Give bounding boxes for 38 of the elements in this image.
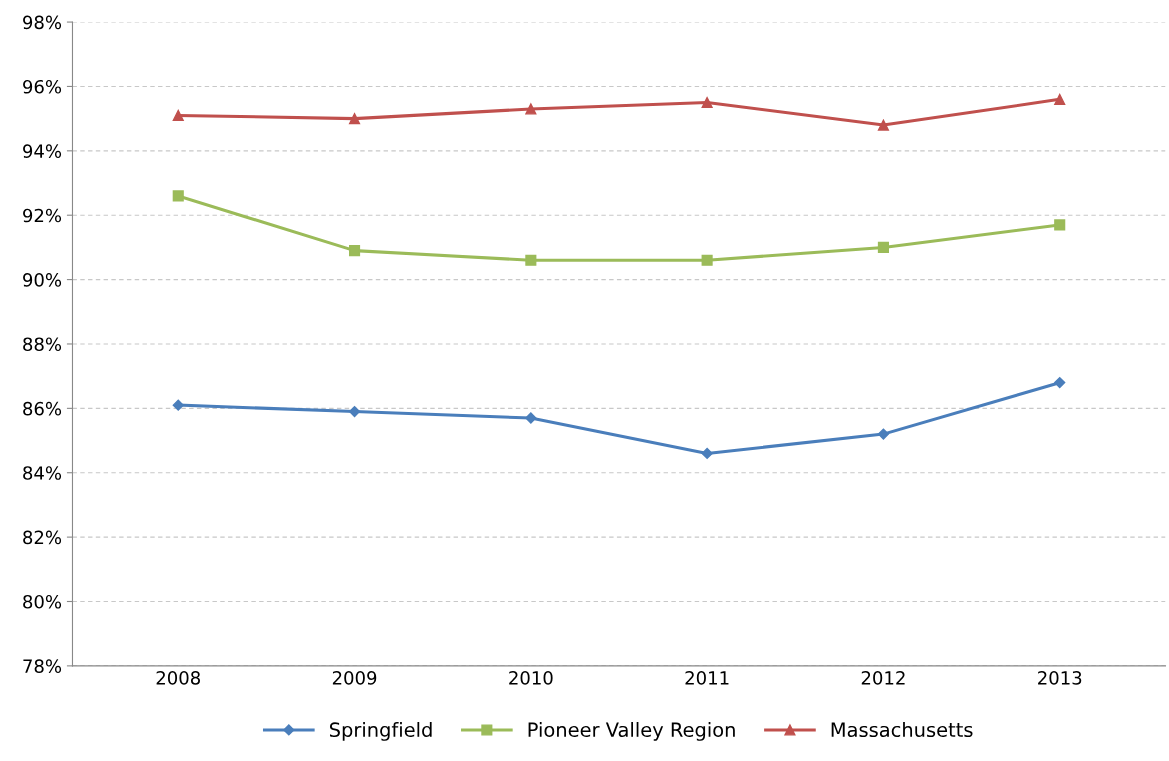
- point: [348, 245, 361, 257]
- x-tick-label: 2009: [332, 671, 377, 685]
- point: [525, 254, 537, 266]
- y-tick-label: 78%: [23, 659, 62, 673]
- legend-label: Pioneer Valley Region: [528, 722, 735, 741]
- y-tick-label: 82%: [23, 530, 62, 545]
- point: [877, 119, 889, 131]
- y-tick-label: 96%: [23, 79, 62, 94]
- point: [348, 405, 361, 418]
- legend-label: Springfield: [329, 722, 432, 741]
- point: [1054, 219, 1066, 231]
- point: [348, 113, 361, 125]
- point: [877, 428, 890, 440]
- x-tick-label: 2013: [1038, 671, 1082, 685]
- legend-label: Massachusetts: [831, 722, 973, 738]
- y-tick-label: 84%: [23, 466, 62, 480]
- x-tick-label: 2011: [685, 671, 729, 685]
- y-tick-label: 94%: [23, 144, 62, 158]
- point: [525, 412, 537, 424]
- y-tick-label: 92%: [23, 208, 62, 223]
- point: [701, 254, 713, 266]
- point: [525, 103, 537, 115]
- point: [172, 109, 184, 121]
- point: [1054, 93, 1066, 105]
- point: [1054, 376, 1066, 389]
- x-tick-label: 2008: [156, 671, 200, 685]
- point: [877, 241, 889, 253]
- x-tick-label: 2010: [509, 671, 553, 685]
- y-tick-label: 80%: [23, 594, 62, 609]
- y-tick-label: 98%: [23, 15, 62, 30]
- y-tick-label: 88%: [23, 337, 62, 352]
- point: [172, 190, 184, 202]
- y-tick-label: 90%: [23, 273, 62, 287]
- point: [701, 447, 713, 460]
- y-tick-label: 86%: [23, 401, 62, 416]
- point: [172, 399, 184, 411]
- x-tick-label: 2012: [861, 671, 905, 685]
- point: [701, 96, 713, 109]
